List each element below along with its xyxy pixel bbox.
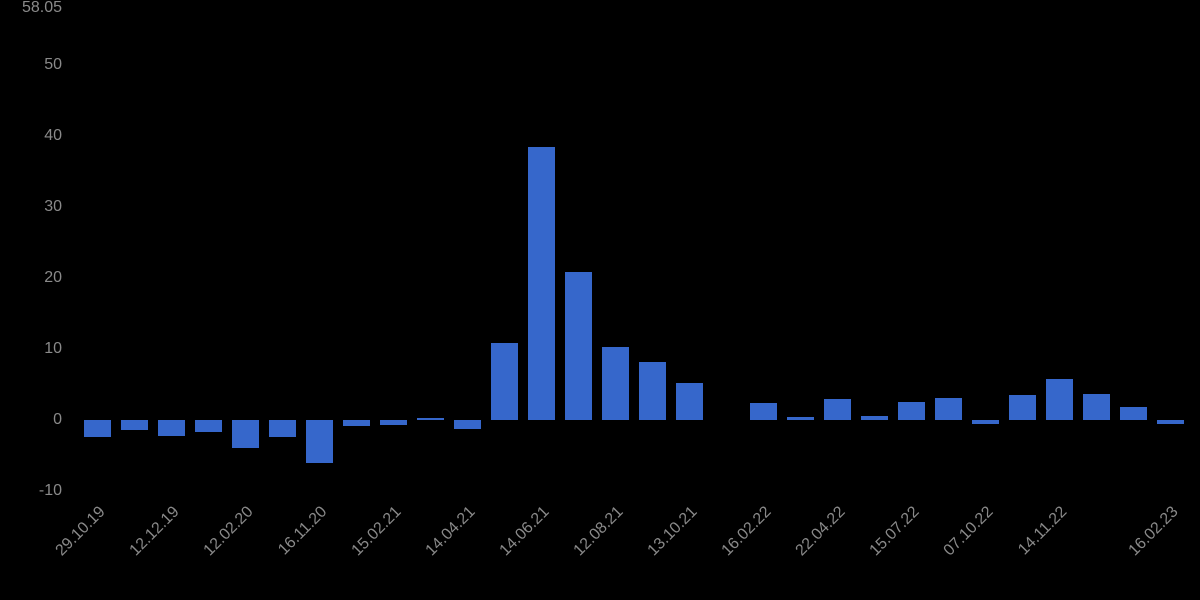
bar <box>971 420 999 424</box>
bar <box>194 420 222 433</box>
bar <box>601 346 629 420</box>
x-axis-tick-label: 22.04.22 <box>792 503 849 560</box>
x-axis-tick-label: 12.02.20 <box>200 503 257 560</box>
x-axis-tick-label: 16.02.23 <box>1125 503 1182 560</box>
x-axis-tick-label: 16.11.20 <box>275 503 331 559</box>
x-axis-tick-label: 14.04.21 <box>422 503 479 560</box>
bar <box>342 420 370 427</box>
bar <box>1045 379 1073 420</box>
bar <box>527 147 555 420</box>
bar <box>675 383 703 420</box>
bar <box>268 420 296 437</box>
bar <box>453 420 481 429</box>
x-axis-tick-label: 12.12.19 <box>126 503 183 560</box>
bar <box>120 420 148 431</box>
bar <box>897 401 925 420</box>
bar <box>564 271 592 420</box>
bar <box>749 403 777 420</box>
x-axis-tick-label: 13.10.21 <box>644 503 701 560</box>
y-axis-tick-label: 50 <box>44 56 62 73</box>
y-axis-tick-label: 40 <box>44 127 62 144</box>
bar <box>823 399 851 420</box>
x-axis-tick-label: 12.08.21 <box>570 503 627 560</box>
y-axis-tick-label: 10 <box>44 340 62 357</box>
bar <box>1156 420 1184 424</box>
x-axis-tick-label: 15.02.21 <box>348 503 405 560</box>
bar <box>1008 395 1036 420</box>
y-axis-tick-label: 0 <box>53 411 62 428</box>
y-axis-tick-label: 20 <box>44 269 62 286</box>
bar <box>860 416 888 420</box>
bar <box>379 420 407 426</box>
bar <box>305 420 333 463</box>
x-axis-tick-label: 15.07.22 <box>866 503 923 560</box>
bar <box>934 398 962 420</box>
x-axis-tick-label: 14.11.22 <box>1015 503 1071 559</box>
bar <box>416 418 444 420</box>
x-axis-tick-label: 29.10.19 <box>52 503 109 560</box>
bar <box>1119 407 1147 420</box>
y-axis-tick-label: -10 <box>38 482 62 499</box>
bar <box>490 343 518 420</box>
x-axis-tick-label: 14.06.21 <box>496 503 553 560</box>
x-axis-tick-label: 07.10.22 <box>940 503 997 560</box>
x-axis-tick-label: 16.02.22 <box>718 503 775 560</box>
y-axis-tick-label: 58.05 <box>21 0 62 16</box>
bar <box>786 417 814 420</box>
bar <box>231 420 259 448</box>
bar <box>157 420 185 436</box>
bar <box>1082 394 1110 420</box>
bar <box>638 361 666 420</box>
y-axis-tick-label: 30 <box>44 198 62 215</box>
bar <box>83 420 111 437</box>
